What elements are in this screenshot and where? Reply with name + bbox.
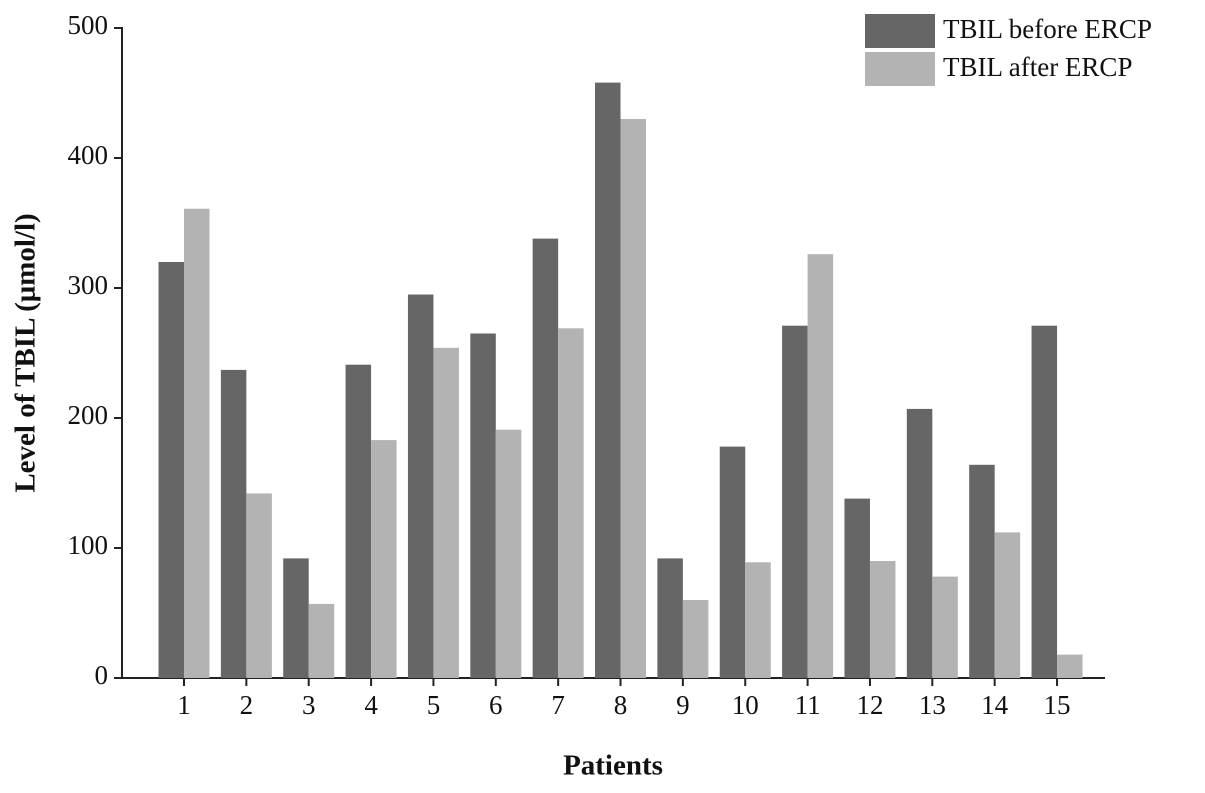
x-tick-label: 3 xyxy=(302,690,316,720)
bar xyxy=(595,82,621,679)
y-tick-label: 0 xyxy=(95,660,109,690)
bar xyxy=(869,561,896,678)
y-tick-label: 300 xyxy=(68,270,109,300)
bar xyxy=(994,532,1021,678)
bar xyxy=(246,493,272,678)
x-tick-label: 14 xyxy=(981,690,1009,720)
y-tick-label: 100 xyxy=(68,530,109,560)
bar xyxy=(657,558,683,678)
bar xyxy=(371,440,397,678)
x-tick-label: 13 xyxy=(919,690,946,720)
bar xyxy=(782,325,808,678)
x-tick-label: 5 xyxy=(427,690,441,720)
bar xyxy=(807,254,834,678)
bar xyxy=(969,464,995,678)
y-axis-title: Level of TBIL (μmol/l) xyxy=(10,213,42,492)
bar xyxy=(184,208,210,678)
x-tick-label: 8 xyxy=(614,690,628,720)
x-tick-label: 11 xyxy=(795,690,821,720)
bar xyxy=(844,498,870,678)
bar xyxy=(433,347,459,678)
x-axis-title: Patients xyxy=(563,750,663,782)
bar xyxy=(745,562,771,678)
bar xyxy=(158,262,184,678)
bar xyxy=(495,429,522,678)
y-tick-label: 200 xyxy=(68,400,109,430)
legend-swatch xyxy=(865,52,935,86)
x-tick-label: 4 xyxy=(364,690,378,720)
bar xyxy=(558,328,584,678)
bar xyxy=(532,238,559,678)
x-tick-label: 9 xyxy=(676,690,690,720)
y-tick-label: 500 xyxy=(68,10,109,40)
x-tick-label: 2 xyxy=(240,690,254,720)
bar xyxy=(1057,654,1083,678)
x-tick-label: 12 xyxy=(856,690,883,720)
x-tick-label: 10 xyxy=(732,690,759,720)
legend-swatch xyxy=(865,14,935,48)
bar xyxy=(283,558,309,678)
bar xyxy=(620,119,647,678)
legend-label: TBIL before ERCP xyxy=(943,14,1152,44)
bar xyxy=(308,603,335,678)
y-tick-label: 400 xyxy=(68,140,109,170)
bar xyxy=(719,446,746,678)
x-tick-label: 15 xyxy=(1044,690,1071,720)
bar xyxy=(682,600,709,678)
x-tick-label: 7 xyxy=(551,690,565,720)
bar xyxy=(932,576,958,678)
bar xyxy=(1031,325,1058,678)
legend-label: TBIL after ERCP xyxy=(943,52,1132,82)
bar xyxy=(220,369,247,678)
bar xyxy=(345,364,372,678)
bar xyxy=(407,294,434,678)
bar xyxy=(470,333,496,678)
x-tick-label: 1 xyxy=(177,690,191,720)
bar xyxy=(906,408,933,678)
x-tick-label: 6 xyxy=(489,690,503,720)
